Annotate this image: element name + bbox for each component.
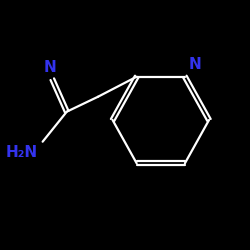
Text: N: N [44,60,56,76]
Text: N: N [188,57,201,72]
Text: H₂N: H₂N [6,146,38,160]
